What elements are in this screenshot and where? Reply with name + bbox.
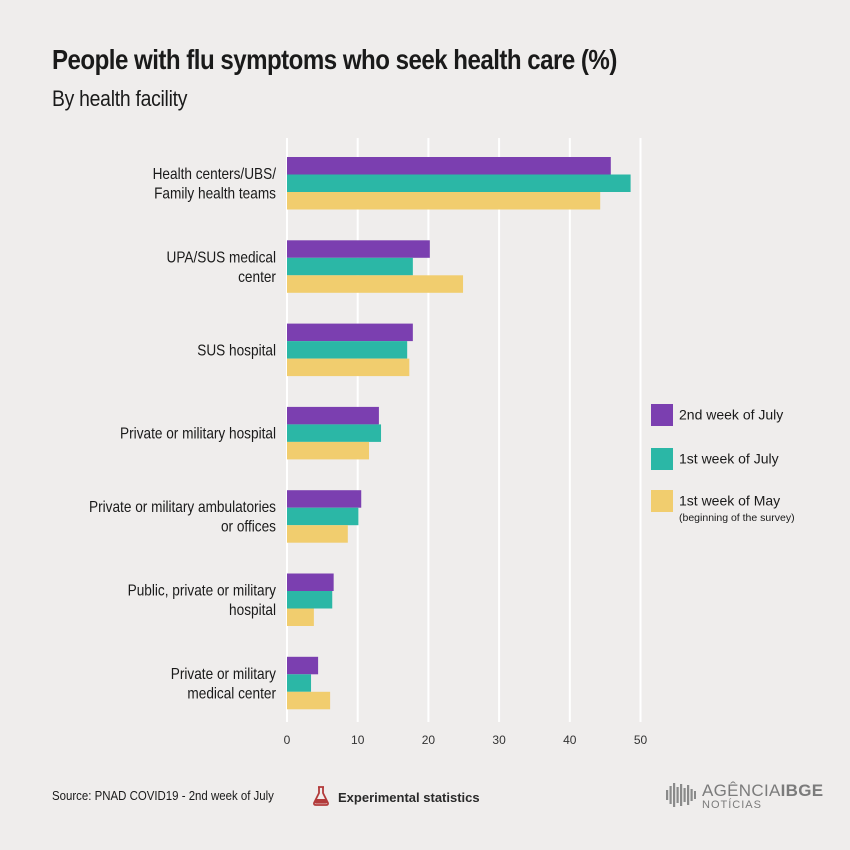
category-label-line: or offices [221,519,276,536]
bar [287,608,314,626]
category-label-line: SUS hospital [197,343,276,360]
logo-wordmark-agencia: AGÊNCIA [702,781,781,800]
category-label-line: Health centers/UBS/ [153,166,277,183]
bar [287,424,382,442]
category-label-line: Family health teams [154,186,276,203]
category-label-line: Public, private or military [128,583,277,600]
legend-swatch [651,448,673,470]
logo-wordmark: AGÊNCIAIBGE [702,782,823,799]
bar [287,674,312,692]
x-tick-label: 0 [284,733,291,747]
bar [287,441,370,460]
legend: 2nd week of July 1st week of July 1st week… [651,404,795,524]
bar [287,192,601,210]
bar [287,656,319,675]
bar [287,573,334,591]
category-labels: Health centers/UBS/Family health teams UP… [89,166,277,702]
category-label-line: UPA/SUS medical [167,250,276,267]
bar [287,525,348,543]
bars [287,157,631,710]
category-label: Private or military ambulatories or offic… [89,499,276,535]
bar [287,358,410,377]
logo-subtitle: NOTÍCIAS [702,799,762,811]
category-label: Public, private or military hospital [128,583,277,619]
bar [287,406,379,425]
bar [287,341,408,359]
chart-title: People with flu symptoms who seek health… [52,44,617,75]
agencia-ibge-logo: AGÊNCIAIBGE NOTÍCIAS [666,782,823,813]
category-label: Private or military hospital [120,426,276,443]
category-label-line: medical center [187,686,276,703]
ibge-logo-icon [666,782,696,813]
legend-label: 1st week of May [679,493,780,509]
bar [287,240,430,258]
flask-icon [312,786,330,809]
x-tick-label: 20 [422,733,436,747]
chart-subtitle: By health facility [52,86,188,111]
x-tick-labels: 0 10 20 30 40 50 [284,733,648,747]
x-tick-label: 10 [351,733,365,747]
x-tick-label: 40 [563,733,577,747]
category-label: Private or military medical center [171,666,277,702]
bar [287,174,631,192]
bar [287,257,413,276]
category-label: Health centers/UBS/Family health teams [153,166,277,202]
category-label-line: hospital [229,602,276,619]
legend-label: 1st week of July [679,451,779,467]
bar [287,490,362,508]
category-label-line: center [238,269,276,286]
bar [287,157,611,175]
category-label: UPA/SUS medical center [167,250,277,286]
legend-label: 2nd week of July [679,407,783,423]
bar [287,323,413,342]
experimental-statistics-label: Experimental statistics [338,790,480,805]
bar [287,691,331,710]
logo-wordmark-ibge: IBGE [780,781,824,800]
category-label-line: Private or military ambulatories [89,499,276,516]
legend-swatch [651,490,673,512]
source-note: Source: PNAD COVID19 - 2nd week of July [52,788,274,803]
bar [287,591,333,609]
bar [287,275,464,293]
legend-note: (beginning of the survey) [679,512,795,524]
bar [287,507,359,526]
legend-swatch [651,404,673,426]
x-tick-label: 50 [634,733,648,747]
category-label: SUS hospital [197,343,276,360]
category-label-line: Private or military hospital [120,426,276,443]
category-label-line: Private or military [171,666,277,683]
experimental-statistics: Experimental statistics [312,786,480,809]
x-tick-label: 30 [492,733,506,747]
